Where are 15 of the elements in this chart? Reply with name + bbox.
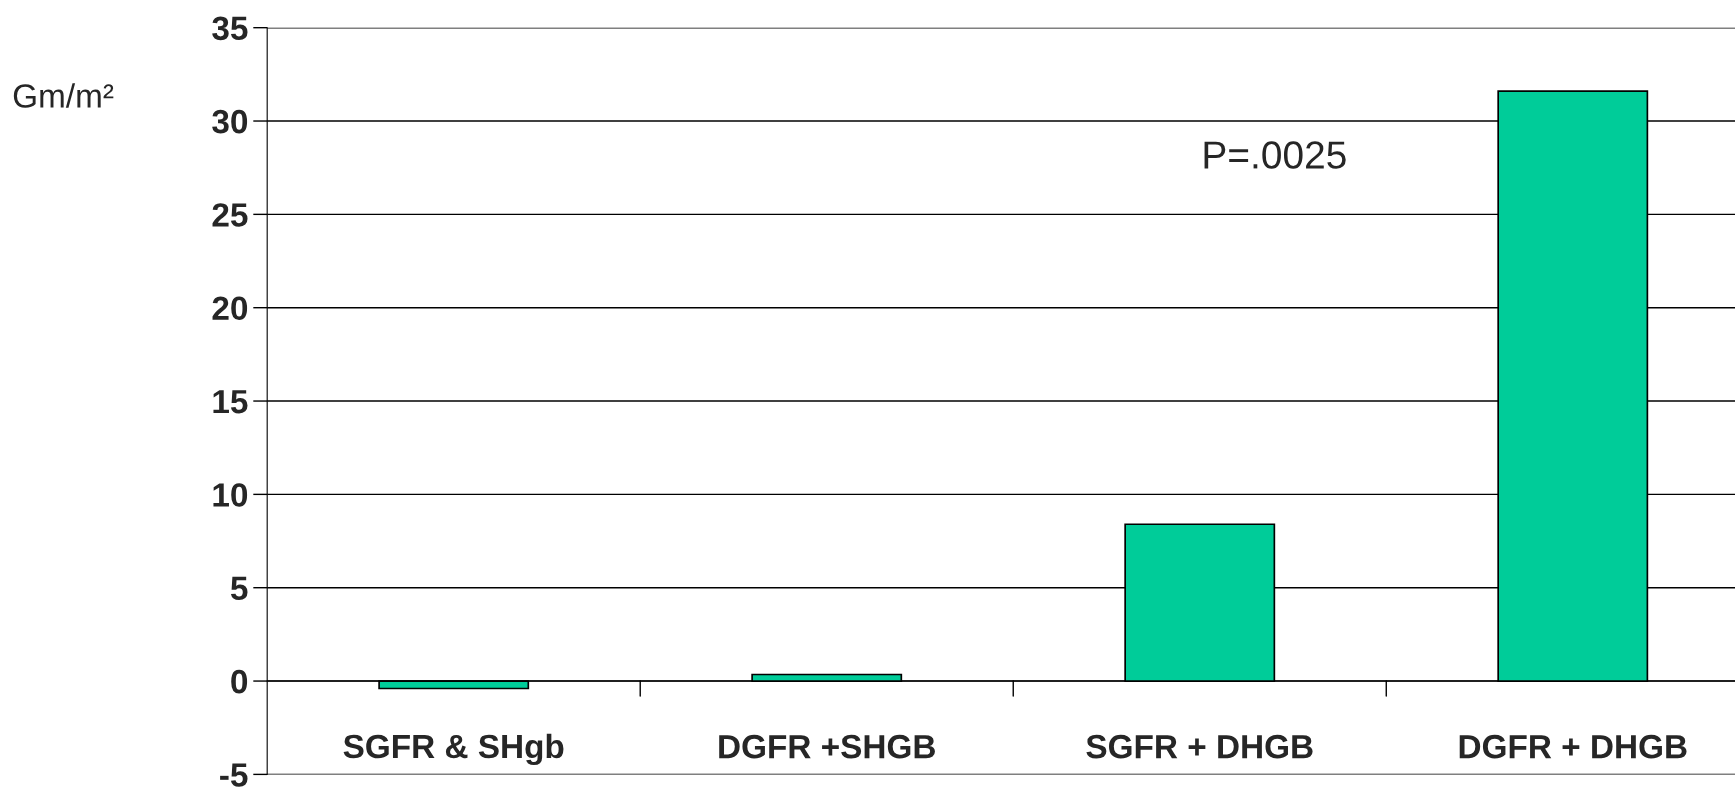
x-tick-label: DGFR + DHGB bbox=[1459, 734, 1687, 759]
y-tick-label: -5 bbox=[220, 763, 248, 787]
x-tick-label: SGFR + DHGB bbox=[1086, 734, 1313, 759]
y-axis-title: Gm/m² bbox=[13, 83, 114, 108]
y-tick-label: 30 bbox=[212, 109, 248, 134]
y-tick-label: 35 bbox=[212, 16, 248, 41]
y-tick-label: 5 bbox=[230, 576, 248, 601]
y-tick-label: 15 bbox=[213, 390, 248, 414]
x-tick-label: SGFR & SHgb bbox=[343, 733, 564, 766]
y-tick-label: 20 bbox=[212, 296, 248, 321]
y-tick-label: 10 bbox=[213, 483, 248, 507]
y-tick-label: 25 bbox=[212, 203, 248, 227]
annotation: P=.0025 bbox=[1204, 141, 1346, 169]
y-tick-label: 0 bbox=[231, 669, 248, 694]
x-tick-label: DGFR +SHGB bbox=[719, 734, 935, 759]
